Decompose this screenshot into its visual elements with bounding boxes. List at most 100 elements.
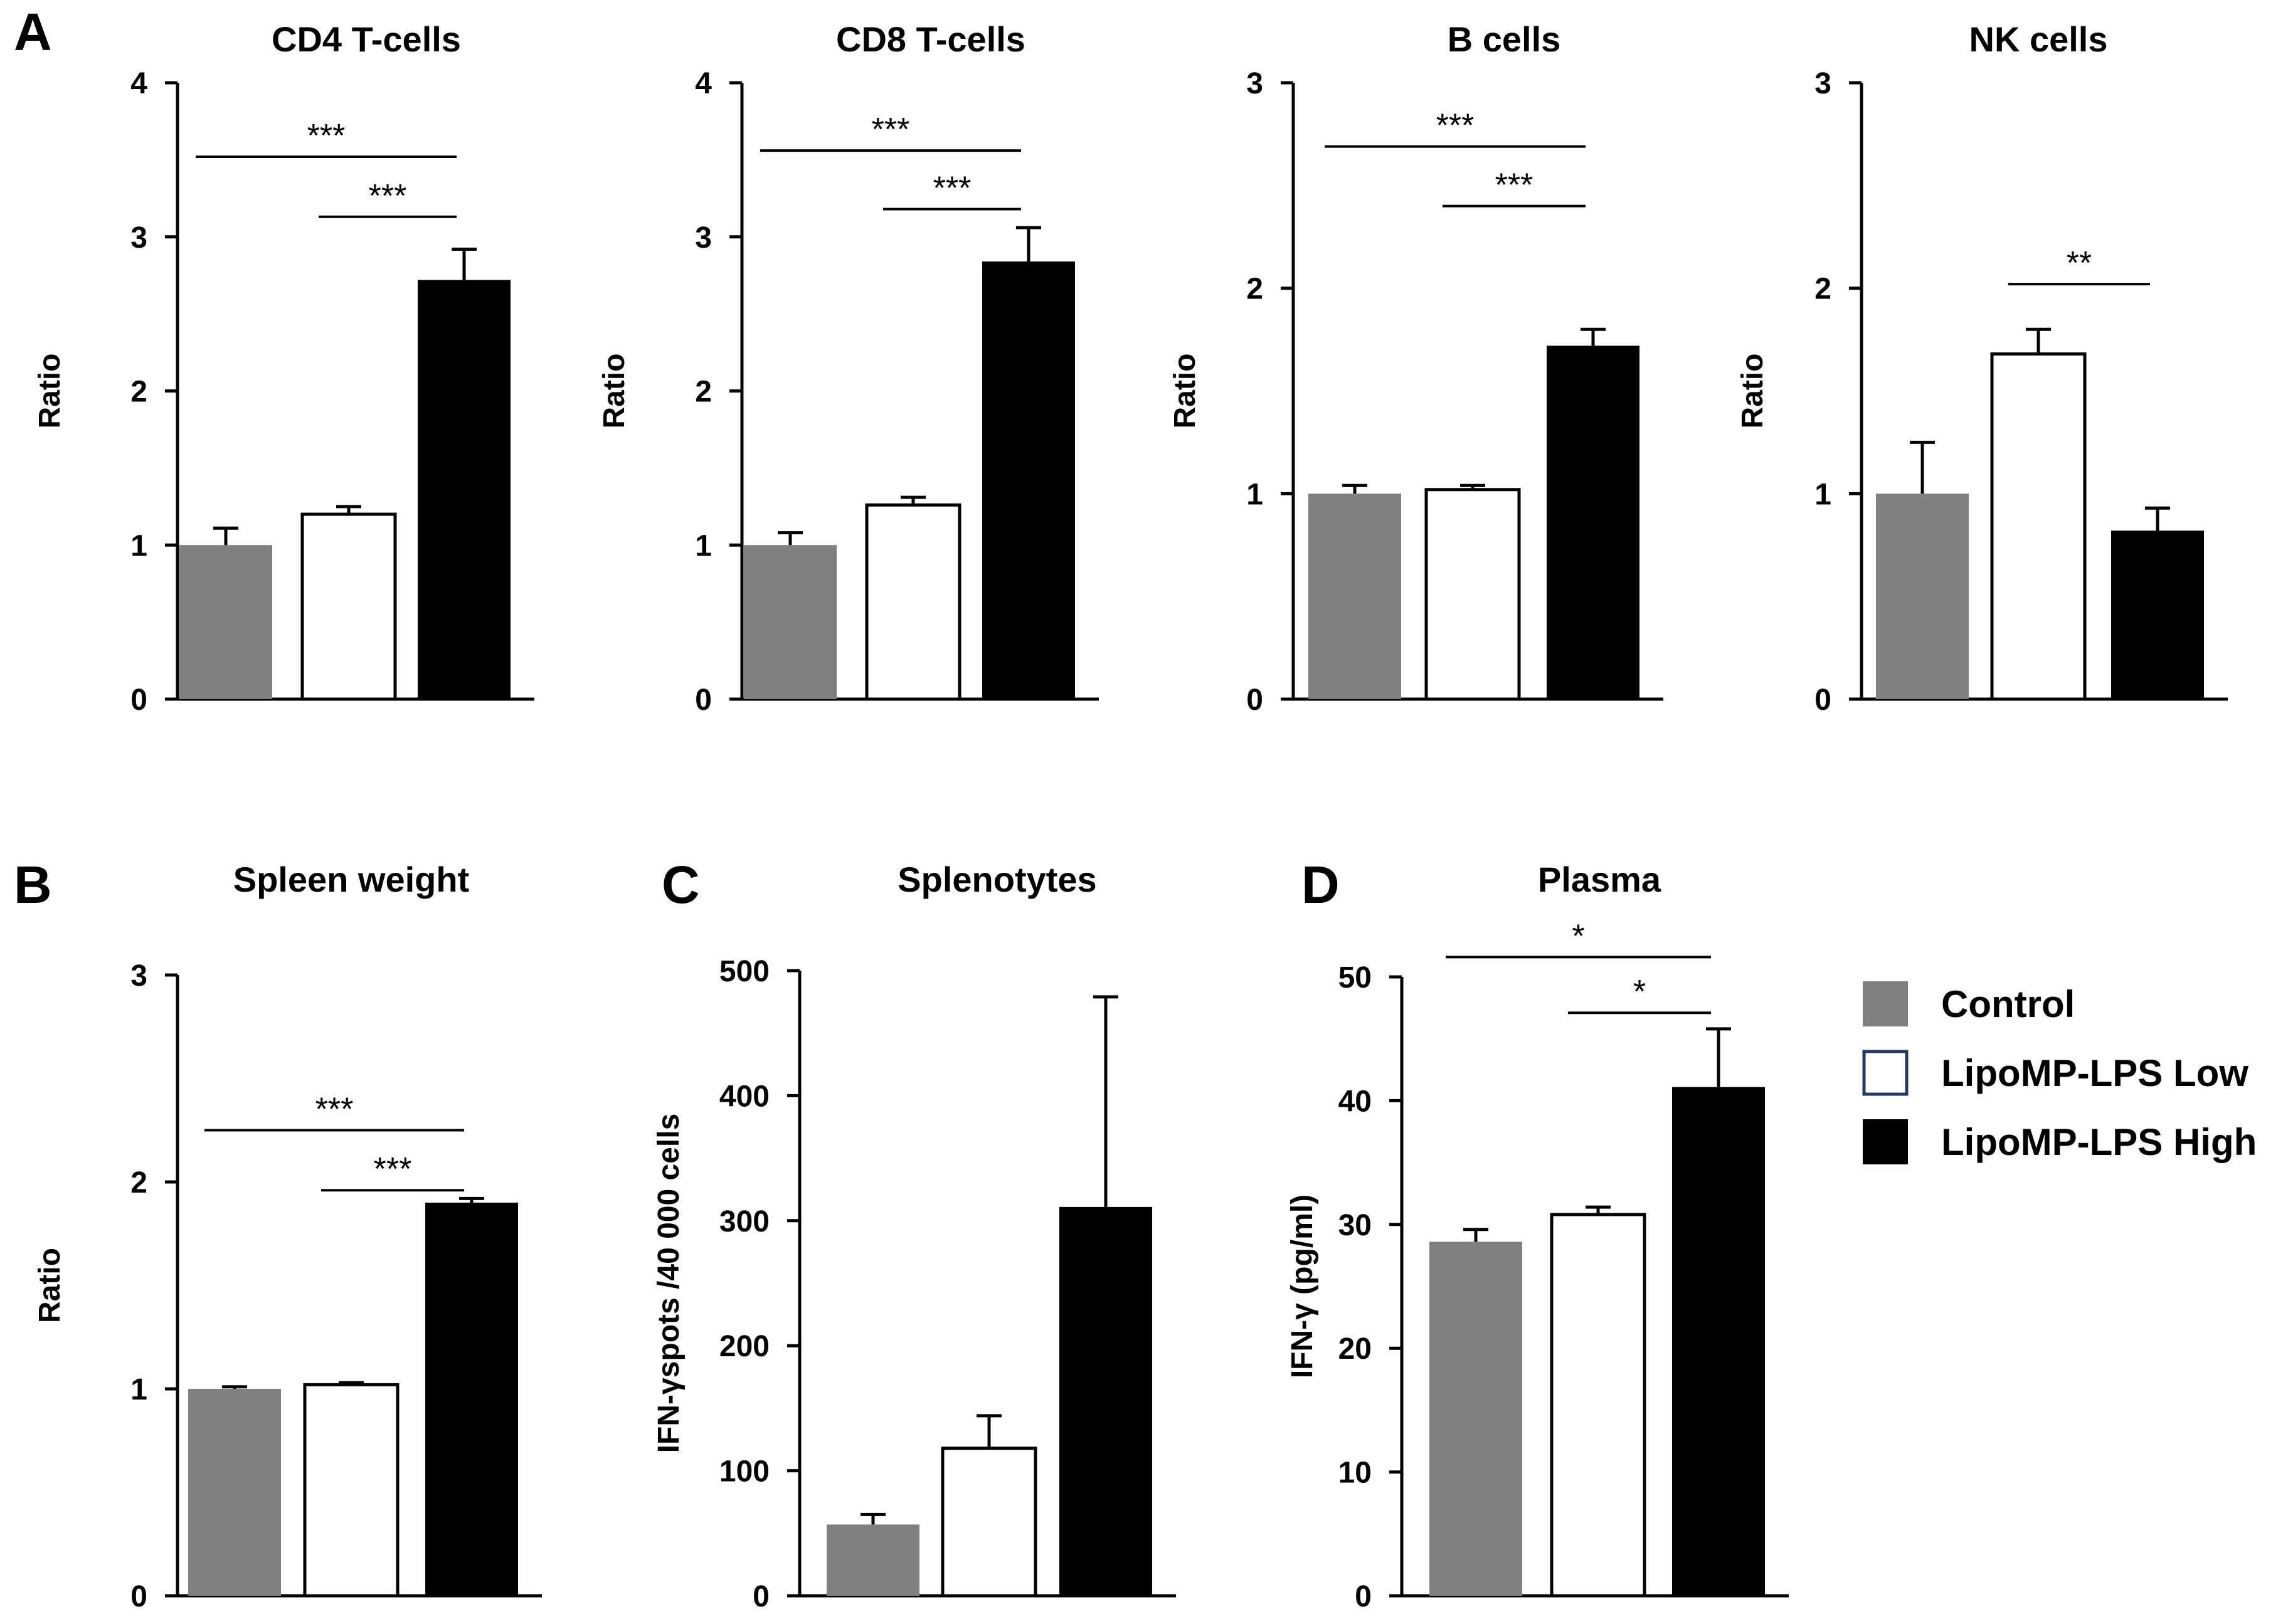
y-tick-label: 1 [1814, 478, 1831, 511]
y-tick-label: 3 [695, 221, 712, 255]
significance-label: ** [2067, 245, 2092, 282]
y-tick-label: 10 [1338, 1457, 1372, 1490]
y-tick-label: 1 [130, 529, 147, 562]
y-axis-label: Ratio [598, 354, 631, 429]
y-tick-label: 4 [130, 67, 147, 100]
bar-lipomp-lps-low [1990, 352, 2087, 701]
y-tick-label: 1 [130, 1373, 147, 1406]
y-tick-label: 400 [719, 1080, 770, 1113]
chart-title: Splenotytes [898, 860, 1096, 899]
legend-label-low: LipoMP-LPS Low [1941, 1052, 2248, 1094]
y-axis-label: IFN-γ (pg/ml) [1286, 1194, 1319, 1378]
y-tick-label: 3 [1246, 67, 1263, 100]
chart-0: CD4 T-cells Ratio 0 1 2 3 4 *** *** [33, 19, 534, 717]
chart-title: B cells [1448, 19, 1561, 59]
bar-lipomp-lps-low [941, 1447, 1037, 1598]
significance-label: * [1572, 918, 1584, 954]
significance-label: *** [1436, 108, 1475, 144]
chart-title: CD4 T-cells [272, 19, 461, 59]
bar-control [827, 1524, 919, 1596]
y-tick-label: 2 [1246, 273, 1263, 306]
bar-lipomp-lps-high [1059, 1206, 1152, 1596]
y-tick-label: 0 [1814, 683, 1831, 717]
y-axis-label: Ratio [1168, 354, 1202, 429]
y-tick-label: 0 [695, 683, 712, 717]
legend: Control LipoMP-LPS Low LipoMP-LPS High [1862, 981, 2257, 1164]
y-tick-label: 0 [1246, 683, 1263, 717]
significance-label: *** [1495, 167, 1533, 204]
panel-label-d: D [1301, 855, 1340, 914]
y-tick-label: 0 [130, 1580, 147, 1613]
chart-2: B cells Ratio 0 1 2 3 *** *** [1168, 19, 1663, 717]
y-axis-label: IFN-γspots /40 000 cells [652, 1114, 686, 1453]
bar-lipomp-lps-low [300, 512, 397, 701]
significance-label: *** [315, 1092, 354, 1128]
y-tick-label: 300 [719, 1205, 770, 1238]
significance-label: *** [872, 112, 910, 148]
panel-label-c: C [662, 855, 700, 914]
chart-title: CD8 T-cells [836, 19, 1025, 59]
bar-control [188, 1389, 281, 1596]
y-axis-label: Ratio [1736, 354, 1769, 429]
chart-5: Splenotytes IFN-γspots /40 000 cells 0 100 2… [652, 860, 1176, 1613]
y-tick-label: 20 [1338, 1332, 1372, 1366]
bar-lipomp-lps-low [865, 503, 961, 701]
y-tick-label: 0 [753, 1580, 770, 1613]
y-tick-label: 30 [1338, 1209, 1372, 1242]
y-tick-label: 200 [719, 1330, 770, 1363]
y-tick-label: 2 [130, 376, 147, 409]
bar-lipomp-lps-high [1547, 345, 1639, 699]
bar-lipomp-lps-high [418, 280, 511, 699]
y-tick-label: 50 [1338, 961, 1372, 994]
y-tick-label: 2 [1814, 273, 1831, 306]
bar-lipomp-lps-low [1424, 488, 1521, 701]
bar-lipomp-lps-high [982, 261, 1075, 699]
legend-label-control: Control [1941, 983, 2075, 1025]
chart-3: NK cells Ratio 0 1 2 3 ** [1736, 19, 2228, 717]
bar-control [1429, 1242, 1522, 1596]
bar-lipomp-lps-low [303, 1383, 400, 1598]
chart-title: NK cells [1969, 19, 2108, 59]
chart-title: Spleen weight [233, 860, 470, 899]
y-tick-label: 40 [1338, 1085, 1372, 1118]
significance-label: *** [369, 178, 407, 214]
chart-6: Plasma IFN-γ (pg/ml) 0 10 20 30 40 50 * * [1286, 860, 1789, 1613]
y-tick-label: 2 [695, 376, 712, 409]
y-tick-label: 1 [1246, 478, 1263, 511]
bar-lipomp-lps-high [1672, 1087, 1765, 1596]
bar-control [744, 545, 837, 699]
chart-1: CD8 T-cells Ratio 0 1 2 3 4 *** *** [598, 19, 1099, 717]
y-tick-label: 0 [1355, 1580, 1372, 1613]
y-tick-label: 3 [1814, 67, 1831, 100]
y-tick-label: 0 [130, 683, 147, 717]
bar-control [1308, 493, 1401, 699]
y-tick-label: 3 [130, 959, 147, 993]
y-axis-label: Ratio [33, 354, 66, 429]
legend-swatch-low [1862, 1050, 1909, 1096]
legend-swatch-control [1863, 981, 1908, 1026]
bar-control [179, 545, 272, 699]
y-tick-label: 500 [719, 955, 770, 988]
significance-label: *** [374, 1151, 412, 1188]
y-tick-label: 2 [130, 1166, 147, 1200]
bar-lipomp-lps-low [1550, 1213, 1646, 1598]
bar-control [1876, 493, 1969, 699]
significance-label: *** [307, 118, 346, 154]
y-tick-label: 1 [695, 529, 712, 562]
legend-swatch-high [1863, 1119, 1908, 1164]
y-axis-label: Ratio [33, 1248, 66, 1323]
significance-label: * [1633, 974, 1646, 1010]
legend-label-high: LipoMP-LPS High [1941, 1121, 2257, 1163]
panel-label-b: B [14, 855, 52, 914]
chart-title: Plasma [1538, 860, 1661, 899]
bar-lipomp-lps-high [2111, 530, 2204, 699]
y-tick-label: 4 [695, 67, 712, 100]
panel-label-a: A [14, 3, 52, 61]
significance-label: *** [933, 171, 972, 207]
y-tick-label: 3 [130, 221, 147, 255]
bar-lipomp-lps-high [425, 1203, 518, 1596]
y-tick-label: 100 [719, 1455, 770, 1489]
chart-4: Spleen weight Ratio 0 1 2 3 *** *** [33, 860, 542, 1613]
